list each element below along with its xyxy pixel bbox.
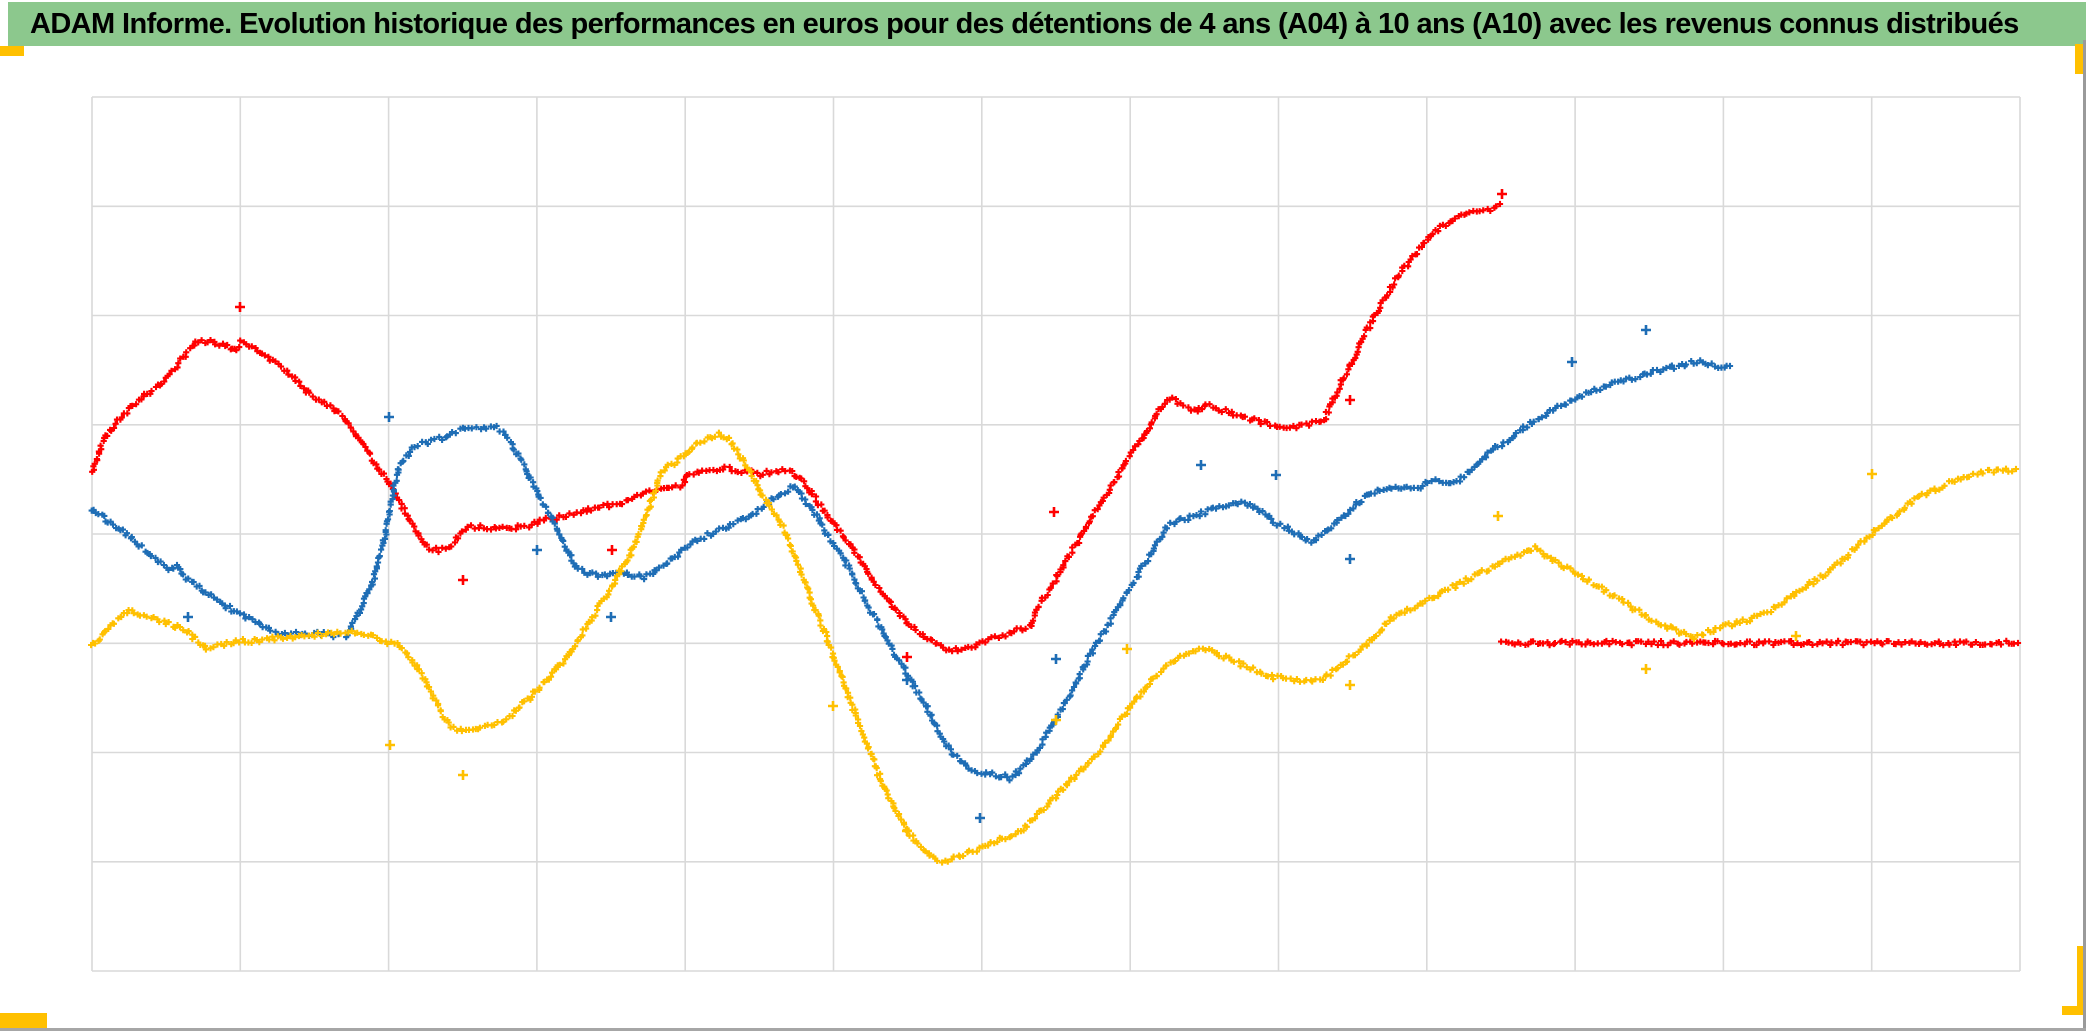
window-bottom-border [0,1028,2086,1031]
title-bar: ADAM Informe. Evolution historique des p… [8,2,2086,46]
chart-gridlines [91,96,2021,972]
gold-corner-accent-top-left [0,46,24,56]
gold-corner-accent-bottom-right-horizontal [2062,1006,2086,1015]
page-title: ADAM Informe. Evolution historique des p… [30,7,2019,40]
yellow-series-markers [88,429,2020,866]
gold-corner-accent-bottom-right-vertical [2077,946,2086,1014]
gold-corner-accent-bottom-left [0,1013,47,1031]
window-right-border [2083,40,2086,1031]
blue-series-outlier-markers [183,325,1651,823]
gold-corner-accent-top-right [2075,44,2086,74]
red-series-markers [89,200,2022,655]
red-series-outlier-markers [235,189,1507,662]
yellow-series-outlier-markers [385,469,1877,836]
